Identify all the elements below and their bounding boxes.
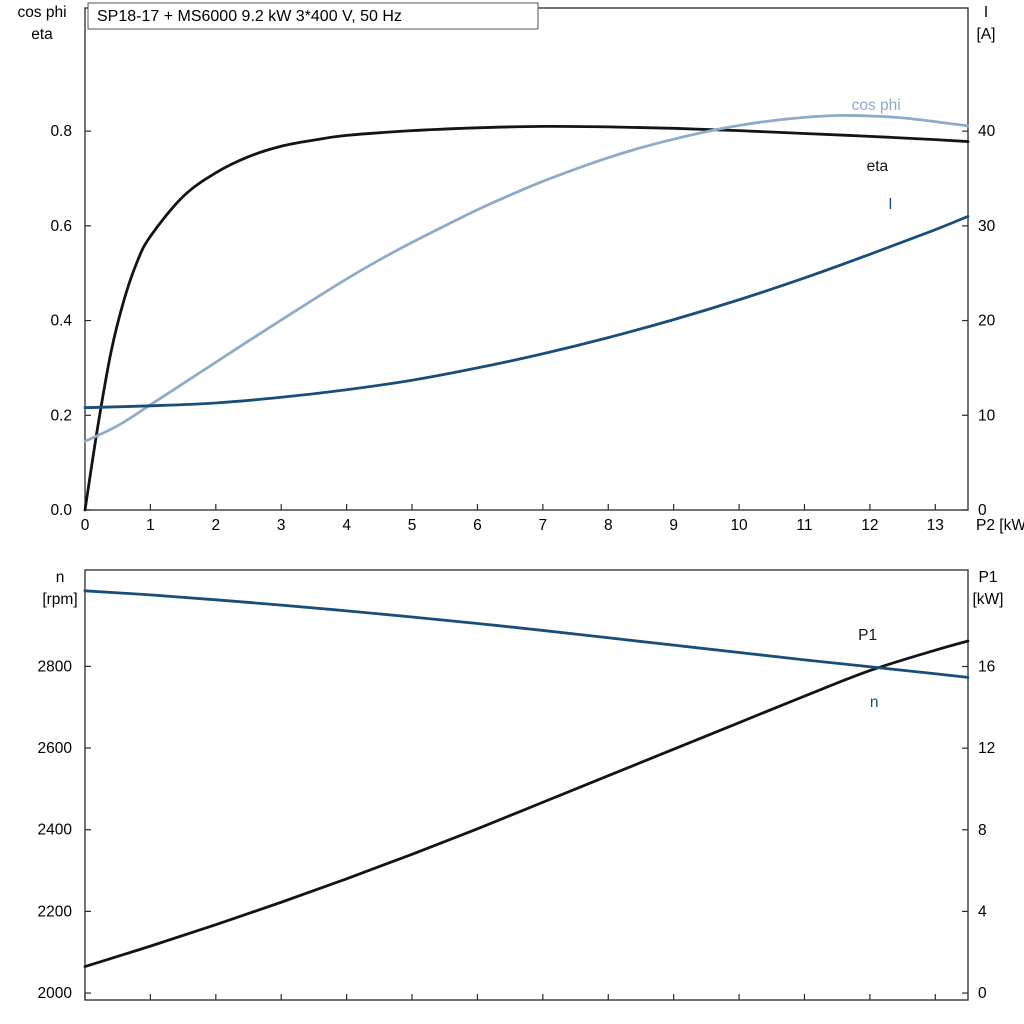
left-axis-title: n <box>56 569 65 586</box>
x-tick-label: 10 <box>730 517 748 534</box>
series-label-cos-phi: cos phi <box>852 97 901 114</box>
series-curve-P1 <box>83 639 970 968</box>
x-tick-label: 4 <box>342 517 351 534</box>
left-axis-title: eta <box>31 26 53 43</box>
right-tick-label: 10 <box>978 407 996 424</box>
right-tick-label: 4 <box>978 903 987 920</box>
series-label-eta: eta <box>867 158 889 175</box>
left-tick-label: 2000 <box>38 985 73 1002</box>
left-tick-label: 0.8 <box>50 123 72 140</box>
series-curve-n <box>83 589 970 679</box>
left-tick-label: 2400 <box>38 822 73 839</box>
x-tick-label: 5 <box>408 517 417 534</box>
right-tick-label: 0 <box>978 985 987 1002</box>
right-tick-label: 40 <box>978 123 996 140</box>
x-tick-label: 13 <box>927 517 944 534</box>
left-tick-label: 0.4 <box>50 313 72 330</box>
series-curve-cos-phi <box>83 114 970 443</box>
series-curve-eta <box>83 124 970 512</box>
plot-frame <box>84 569 969 1001</box>
right-tick-label: 0 <box>978 502 987 519</box>
plot-frame <box>84 7 969 511</box>
chart-title: SP18-17 + MS6000 9.2 kW 3*400 V, 50 Hz <box>97 8 402 25</box>
series-curve-I <box>83 214 970 410</box>
x-tick-label: 2 <box>212 517 221 534</box>
right-axis-title: P1 <box>979 569 998 586</box>
x-tick-label: 9 <box>669 517 678 534</box>
left-tick-label: 2200 <box>38 903 73 920</box>
left-tick-label: 2800 <box>38 658 73 675</box>
x-tick-label: 0 <box>81 517 90 534</box>
right-tick-label: 12 <box>978 740 995 757</box>
x-tick-label: 8 <box>604 517 613 534</box>
x-tick-label: 11 <box>796 517 812 534</box>
left-tick-label: 0.2 <box>50 407 72 424</box>
x-tick-label: 6 <box>473 517 482 534</box>
bottom-chart-n-p1: 2000 2200 2400 2600 2800 0 4 8 12 16 n [rpm] P1 [kW] P… <box>0 555 1024 1024</box>
left-tick-label: 2600 <box>38 740 73 757</box>
left-tick-label: 0.6 <box>50 218 72 235</box>
series-label-n: n <box>870 694 879 711</box>
chart-svg-bottom: 2000 2200 2400 2600 2800 0 4 8 12 16 n [rpm] P1 [kW] P… <box>38 569 1004 1002</box>
left-axis-title: [rpm] <box>42 591 77 608</box>
series-label-I: I <box>888 196 892 213</box>
left-axis-title: cos phi <box>17 4 66 21</box>
right-tick-label: 16 <box>978 659 995 676</box>
x-tick-label: 3 <box>277 517 286 534</box>
left-tick-label: 0.0 <box>50 502 72 519</box>
right-axis-title: [kW] <box>973 591 1004 608</box>
x-tick-label: 1 <box>146 517 155 534</box>
right-tick-label: 8 <box>978 822 987 839</box>
series-label-P1: P1 <box>858 627 877 644</box>
chart-title-box <box>87 2 539 30</box>
x-axis-title: P2 [kW] <box>976 517 1024 534</box>
right-axis-title: [A] <box>977 26 996 43</box>
right-tick-label: 20 <box>978 313 996 330</box>
right-axis-title: I <box>984 4 988 21</box>
right-tick-label: 30 <box>978 218 996 235</box>
x-tick-label: 12 <box>861 517 878 534</box>
x-tick-label: 7 <box>539 517 548 534</box>
